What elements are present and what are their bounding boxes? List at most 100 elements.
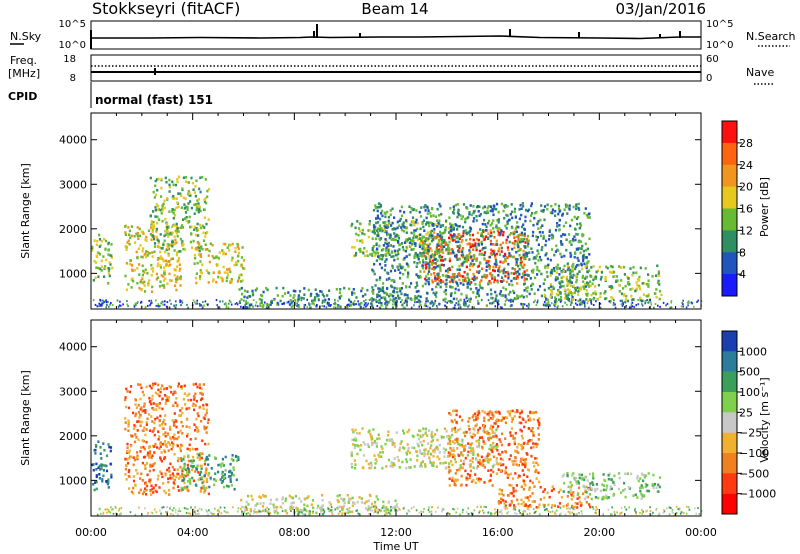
data-cell <box>158 419 161 423</box>
data-cell <box>352 288 355 291</box>
ground-cell <box>468 304 470 307</box>
data-cell <box>166 244 169 247</box>
date-title: 03/Jan/2016 <box>616 0 707 18</box>
data-cell <box>465 483 468 487</box>
ground-cell <box>564 301 566 304</box>
data-cell <box>213 478 216 481</box>
data-cell <box>559 252 562 256</box>
data-cell <box>407 447 410 450</box>
data-cell <box>585 266 588 270</box>
data-cell <box>508 283 511 286</box>
data-cell <box>428 264 431 267</box>
data-cell <box>521 272 525 275</box>
data-cell <box>230 484 233 487</box>
data-cell <box>589 505 592 509</box>
data-cell <box>393 457 396 460</box>
data-cell <box>511 255 515 259</box>
data-cell <box>516 276 519 280</box>
data-cell <box>181 406 184 410</box>
data-cell <box>134 398 137 402</box>
data-cell <box>421 264 424 268</box>
ground-cell <box>271 299 273 302</box>
data-cell <box>450 429 453 433</box>
data-cell <box>183 392 186 395</box>
data-cell <box>435 445 439 449</box>
data-cell <box>200 226 203 230</box>
data-cell <box>224 242 227 246</box>
data-cell <box>426 262 429 266</box>
data-cell <box>371 299 374 303</box>
data-cell <box>261 505 264 508</box>
data-cell <box>207 281 210 284</box>
data-cell <box>107 266 110 270</box>
data-cell <box>574 238 577 242</box>
ground-cell <box>404 301 407 304</box>
data-cell <box>163 206 166 210</box>
data-cell <box>408 241 411 245</box>
data-cell <box>148 384 151 388</box>
data-cell <box>397 266 400 269</box>
ground-cell <box>297 304 299 307</box>
data-cell <box>575 476 578 480</box>
data-cell <box>585 485 588 489</box>
data-cell <box>189 200 192 203</box>
data-cell <box>133 234 136 238</box>
nave-label: Nave <box>746 66 774 79</box>
data-cell <box>189 225 192 229</box>
data-cell <box>190 459 193 463</box>
data-cell <box>485 304 488 307</box>
data-cell <box>594 496 597 499</box>
data-cell <box>211 254 214 258</box>
data-cell <box>470 255 473 258</box>
data-cell <box>479 212 482 216</box>
data-cell <box>496 449 499 452</box>
data-cell <box>160 212 163 215</box>
data-cell <box>544 264 547 268</box>
data-cell <box>519 259 522 262</box>
data-cell <box>145 484 149 488</box>
data-cell <box>396 257 399 261</box>
data-cell <box>565 277 568 281</box>
data-cell <box>143 455 147 459</box>
ground-cell <box>685 306 688 309</box>
data-cell <box>164 431 167 434</box>
colorbar-tick-label: 20 <box>739 181 753 194</box>
data-cell <box>416 221 419 225</box>
data-cell <box>199 255 203 258</box>
data-cell <box>176 404 179 408</box>
data-cell <box>627 486 630 489</box>
ground-cell <box>489 302 491 305</box>
data-cell <box>367 462 370 466</box>
data-cell <box>508 233 511 237</box>
ground-cell <box>240 305 242 308</box>
data-cell <box>196 241 199 244</box>
data-cell <box>173 478 176 482</box>
data-cell <box>150 226 153 230</box>
data-cell <box>450 279 454 282</box>
data-cell <box>354 439 358 442</box>
data-cell <box>196 229 199 232</box>
data-cell <box>514 227 517 230</box>
data-cell <box>370 435 373 438</box>
ground-cell <box>400 301 402 303</box>
data-cell <box>492 204 495 208</box>
ground-cell <box>693 305 695 308</box>
data-cell <box>413 465 416 468</box>
data-cell <box>626 275 629 279</box>
data-cell <box>460 483 463 487</box>
data-cell <box>483 257 486 260</box>
data-cell <box>326 294 329 297</box>
data-cell <box>405 262 408 266</box>
data-cell <box>303 497 306 501</box>
data-cell <box>404 239 407 243</box>
data-cell <box>604 278 607 281</box>
data-cell <box>436 225 439 228</box>
data-cell <box>179 475 182 478</box>
data-cell <box>164 422 167 426</box>
data-cell <box>414 254 418 258</box>
ground-cell <box>588 306 590 309</box>
data-cell <box>451 239 455 242</box>
data-cell <box>159 470 162 473</box>
data-cell <box>494 444 498 448</box>
data-cell <box>528 486 531 489</box>
